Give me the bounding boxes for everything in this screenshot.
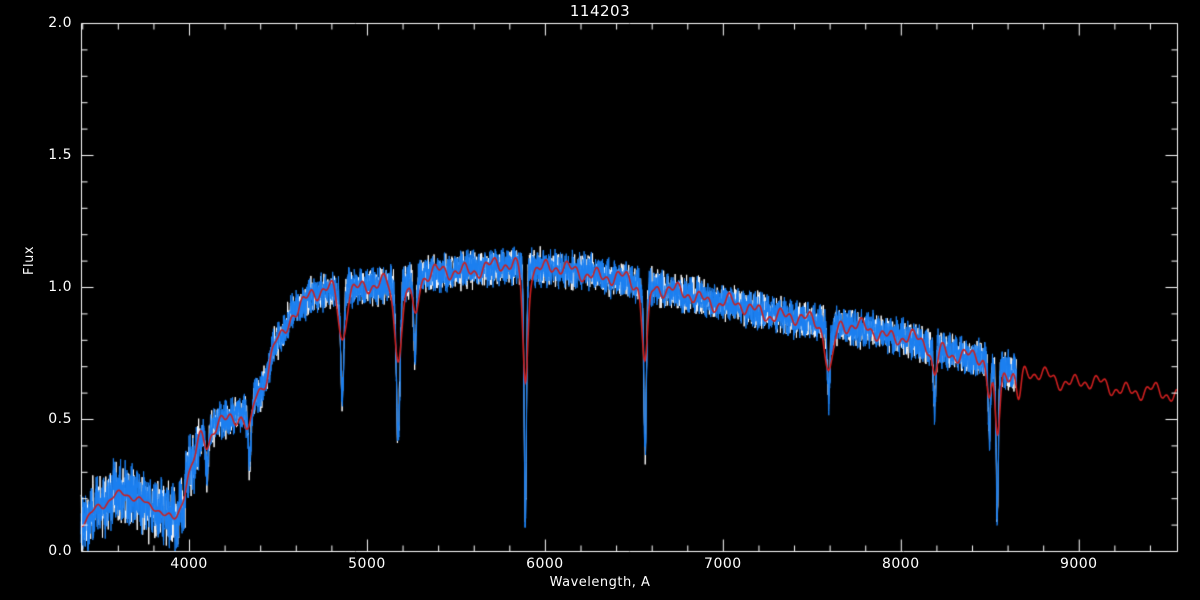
x-tick-label: 8000 — [881, 556, 920, 572]
y-tick-label: 0.0 — [48, 543, 72, 559]
x-tick-label: 9000 — [1059, 556, 1098, 572]
x-tick-label: 4000 — [170, 556, 208, 572]
x-tick-label: 5000 — [348, 556, 386, 572]
y-tick-label: 2.0 — [48, 15, 72, 31]
y-tick-label: 1.5 — [48, 147, 72, 163]
y-tick-label: 1.0 — [48, 279, 72, 295]
x-tick-label: 7000 — [704, 556, 742, 572]
x-tick-label: 6000 — [526, 556, 564, 572]
y-axis-label: Flux — [22, 245, 37, 275]
y-tick-label: 0.5 — [48, 411, 72, 427]
page-title: 114203 — [569, 2, 631, 20]
x-axis-label: Wavelength, A — [549, 575, 651, 590]
